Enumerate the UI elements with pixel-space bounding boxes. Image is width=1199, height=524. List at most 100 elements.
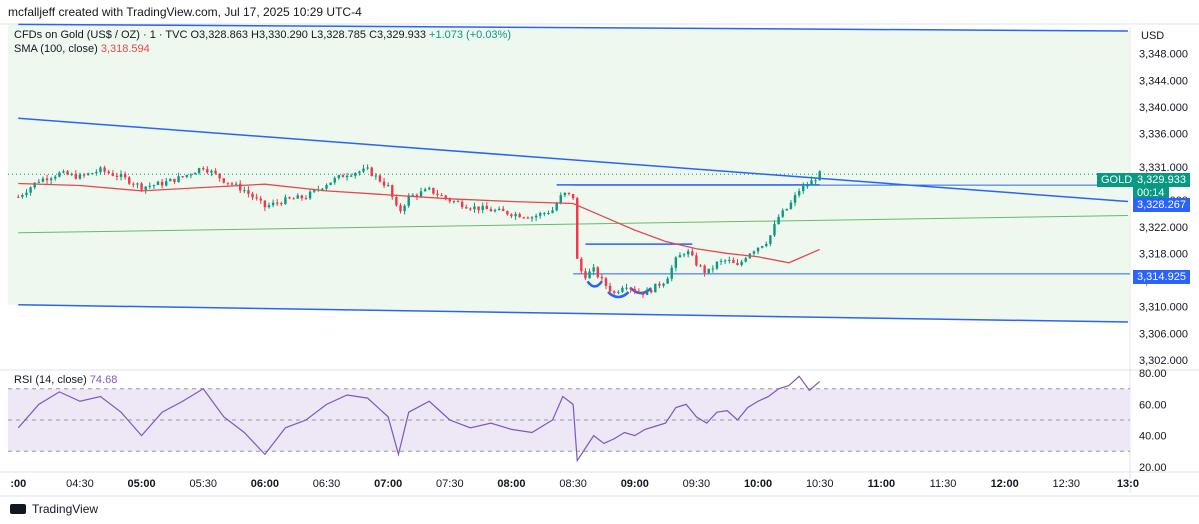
candle-body: [54, 176, 57, 179]
candle-body: [469, 208, 472, 210]
price-tick-label: 3,336.000: [1139, 129, 1188, 141]
candle-body: [25, 192, 28, 196]
brand-name: TradingView: [32, 502, 99, 516]
candle-body: [641, 292, 645, 295]
price-tick-label: 3,318.000: [1139, 248, 1188, 260]
candle-body: [678, 255, 682, 258]
low-label: L: [310, 29, 318, 41]
candle-body: [189, 174, 193, 176]
rsi-value: 74.68: [89, 374, 118, 386]
candle-body: [308, 191, 312, 199]
time-tick-label: 09:00: [621, 478, 649, 490]
time-tick-label: 07:00: [374, 478, 402, 490]
candle-body: [263, 200, 267, 208]
candle-body: [370, 167, 373, 177]
candle-body: [563, 192, 567, 196]
candle-body: [144, 186, 147, 190]
candle-body: [136, 183, 139, 185]
candle-body: [354, 173, 357, 176]
candle-body: [374, 175, 378, 177]
candle-body: [33, 182, 36, 188]
lower-level-tag: 3,314.925: [1133, 270, 1190, 284]
candle-body: [132, 183, 135, 185]
candle-body: [493, 210, 497, 212]
candle-body: [691, 251, 694, 256]
candle-body: [378, 175, 382, 182]
candle-body: [17, 196, 20, 198]
candle-body: [82, 174, 86, 176]
candle-body: [617, 291, 620, 293]
candle-body: [818, 171, 821, 181]
rsi-line: [17, 375, 821, 463]
candle-body: [181, 176, 184, 178]
candle-body: [744, 258, 747, 262]
candle-body: [333, 178, 336, 183]
candle-body: [66, 171, 69, 175]
candle-body: [670, 267, 673, 279]
chart-credit: mcfalljeff created with TradingView.com,…: [8, 5, 362, 19]
candle-body: [177, 176, 180, 183]
price-tick-label: 3,322.000: [1139, 222, 1188, 234]
candle-body: [74, 173, 78, 179]
candle-body: [711, 268, 715, 270]
candle-body: [358, 171, 361, 174]
candle-body: [86, 173, 90, 175]
candle-body: [592, 267, 595, 272]
candle-body: [444, 195, 447, 199]
candle-body: [752, 251, 756, 254]
sma-value: 3,318.594: [100, 43, 150, 55]
candle-body: [325, 185, 328, 189]
candle-body: [312, 189, 316, 192]
candle-body: [37, 181, 41, 183]
sma-layer: [18, 182, 820, 264]
candle-body: [621, 287, 624, 292]
time-tick-label: 10:30: [806, 478, 834, 490]
candle-body: [506, 211, 509, 215]
candle-body: [760, 246, 764, 248]
candle-body: [284, 197, 287, 205]
candle-body: [214, 170, 217, 174]
change-value: +1.073 (+0.03%): [429, 29, 511, 41]
candle-body: [637, 291, 641, 293]
rsi-legend: RSI (14, close) 74.68: [14, 374, 117, 386]
candle-body: [49, 178, 53, 181]
candle-body: [489, 209, 493, 212]
candle-body: [534, 215, 538, 218]
candle-body: [645, 289, 649, 295]
candle-body: [633, 288, 636, 292]
sma-label: SMA (100, close): [14, 43, 98, 55]
candle-body: [769, 235, 772, 244]
candle-body: [707, 268, 710, 273]
candle-body: [810, 180, 813, 186]
candle-body: [399, 205, 402, 212]
candle-body: [78, 174, 82, 179]
currency-label[interactable]: USD: [1141, 30, 1165, 42]
trendline-layer: [8, 23, 1130, 323]
candle-body: [304, 198, 308, 200]
candle-body: [152, 185, 156, 187]
candle-body: [723, 260, 727, 262]
candle-body: [362, 168, 365, 172]
candle-body: [230, 183, 234, 185]
candle-body: [391, 185, 394, 197]
candle-body: [756, 247, 760, 252]
trendline: [18, 303, 1128, 323]
candle-body: [567, 192, 571, 194]
tradingview-logo-icon: [10, 504, 26, 514]
candle-body: [510, 214, 513, 217]
candle-body: [243, 190, 246, 192]
candle-body: [666, 278, 669, 284]
pattern-arc: [629, 287, 653, 295]
candle-body: [682, 254, 686, 256]
footer-brand[interactable]: TradingView: [10, 502, 98, 516]
candle-body: [555, 203, 558, 211]
candle-body: [802, 186, 805, 192]
candle-body: [432, 187, 435, 194]
candle-body: [485, 205, 489, 210]
candle-body: [584, 271, 587, 279]
upper-level-tag: 3,328.267: [1133, 198, 1190, 212]
candle-body: [460, 201, 464, 208]
low-value: 3,328.785: [317, 29, 367, 41]
candle-body: [789, 202, 793, 209]
